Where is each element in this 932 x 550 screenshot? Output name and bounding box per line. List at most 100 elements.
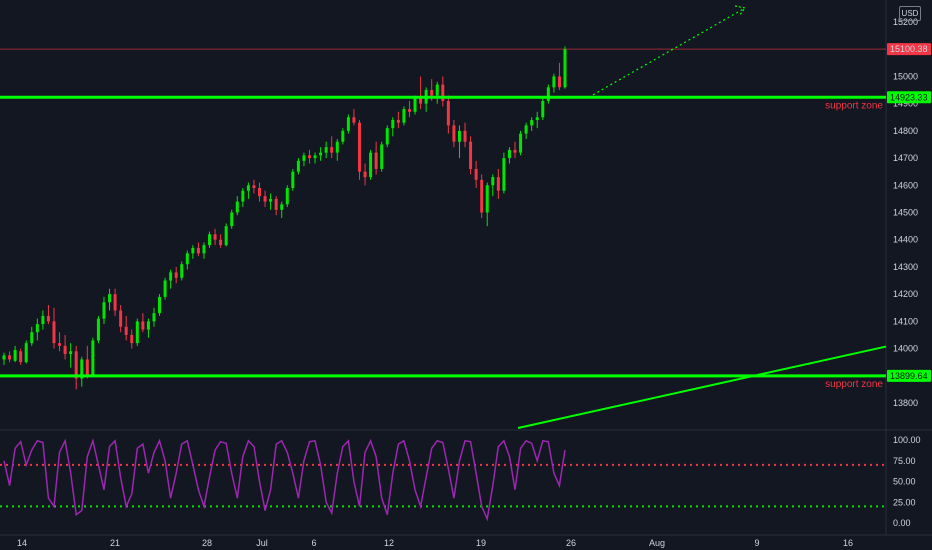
candle-body — [463, 130, 467, 142]
candle — [13, 345, 17, 363]
price-tick-label: 15000 — [893, 71, 918, 81]
candle-body — [91, 340, 95, 376]
price-pane: 1520015100150001490014800147001460014500… — [0, 0, 931, 535]
candle-body — [169, 272, 173, 281]
candle-body — [563, 49, 567, 88]
candle — [330, 136, 334, 159]
oscillator-tick-label: 50.00 — [893, 477, 916, 487]
candle-body — [185, 253, 189, 265]
candle-body — [441, 84, 445, 101]
candle — [346, 114, 350, 134]
candle-body — [113, 294, 117, 311]
candle-body — [141, 321, 145, 330]
candle-body — [108, 294, 112, 303]
candle — [507, 147, 511, 164]
candle — [496, 168, 500, 199]
candle-body — [452, 125, 456, 142]
candle — [352, 109, 356, 126]
candle — [335, 139, 339, 161]
candle — [235, 196, 239, 216]
time-tick-label: 12 — [384, 538, 394, 548]
candle — [24, 340, 28, 364]
candle — [230, 209, 234, 229]
candle — [246, 182, 250, 199]
candle — [85, 345, 89, 379]
trendline[interactable] — [517, 345, 887, 429]
candle — [441, 76, 445, 107]
candle-body — [196, 247, 200, 254]
candle-body — [46, 315, 50, 322]
candle — [124, 315, 128, 341]
candle-body — [69, 351, 73, 355]
candle — [46, 305, 50, 325]
candle-body — [208, 234, 212, 246]
candle — [269, 193, 273, 210]
oscillator-pane: 100.00 75.00 50.00 25.00 0.00 — [0, 429, 932, 528]
candle — [191, 245, 195, 259]
currency-label[interactable]: USD — [899, 6, 921, 21]
time-tick-label: 21 — [110, 538, 120, 548]
candle-body — [474, 168, 478, 180]
time-tick-label: 14 — [17, 538, 27, 548]
candle-body — [446, 100, 450, 126]
candle-body — [413, 98, 417, 112]
candle — [541, 98, 545, 120]
candle-body — [524, 125, 528, 134]
candle-body — [13, 349, 17, 361]
candle — [130, 329, 134, 349]
price-tick-label: 14500 — [893, 208, 918, 218]
candle-body — [502, 158, 506, 191]
candle-body — [213, 234, 217, 240]
candle-body — [396, 119, 400, 123]
candle-body — [19, 351, 23, 363]
candle — [485, 182, 489, 227]
candle — [363, 163, 367, 186]
candle-body — [269, 198, 273, 202]
candle-body — [274, 198, 278, 210]
support-zone-label: support zone — [825, 379, 883, 390]
oscillator-tick-label: 0.00 — [893, 518, 911, 528]
candle-body — [480, 179, 484, 213]
candle — [163, 277, 167, 300]
candle — [213, 228, 217, 246]
candle — [102, 296, 106, 325]
candle — [380, 141, 384, 172]
price-tick-label: 14900 — [893, 99, 918, 109]
candle-body — [52, 321, 56, 344]
candle — [535, 111, 539, 129]
candle-body — [252, 185, 256, 189]
candle-body — [552, 76, 556, 88]
candle-body — [430, 90, 434, 96]
candle — [174, 266, 178, 284]
candle — [291, 168, 295, 191]
candle — [474, 160, 478, 189]
candle — [135, 318, 139, 346]
price-tick-label: 14800 — [893, 126, 918, 136]
candle — [407, 100, 411, 118]
candle — [224, 223, 228, 247]
candle-body — [202, 245, 206, 254]
candle-body — [24, 343, 28, 363]
candle — [313, 152, 317, 164]
candle-body — [96, 318, 100, 341]
candle — [524, 122, 528, 140]
candle-body — [557, 76, 561, 88]
candle — [58, 332, 62, 352]
candle — [302, 152, 306, 167]
candle-body — [280, 204, 284, 210]
candle-body — [330, 147, 334, 153]
candle — [324, 141, 328, 159]
candle-body — [119, 310, 123, 327]
projection-arrow[interactable] — [592, 7, 746, 96]
candle — [263, 190, 267, 208]
oscillator-tick-label: 25.00 — [893, 497, 916, 507]
candle — [435, 81, 439, 104]
candle-body — [402, 109, 406, 123]
price-tick-label: 13800 — [893, 398, 918, 408]
candle — [96, 315, 100, 344]
candle-body — [369, 152, 373, 178]
candle — [519, 130, 523, 156]
candle-body — [58, 343, 62, 346]
time-tick-label: 6 — [311, 538, 316, 548]
